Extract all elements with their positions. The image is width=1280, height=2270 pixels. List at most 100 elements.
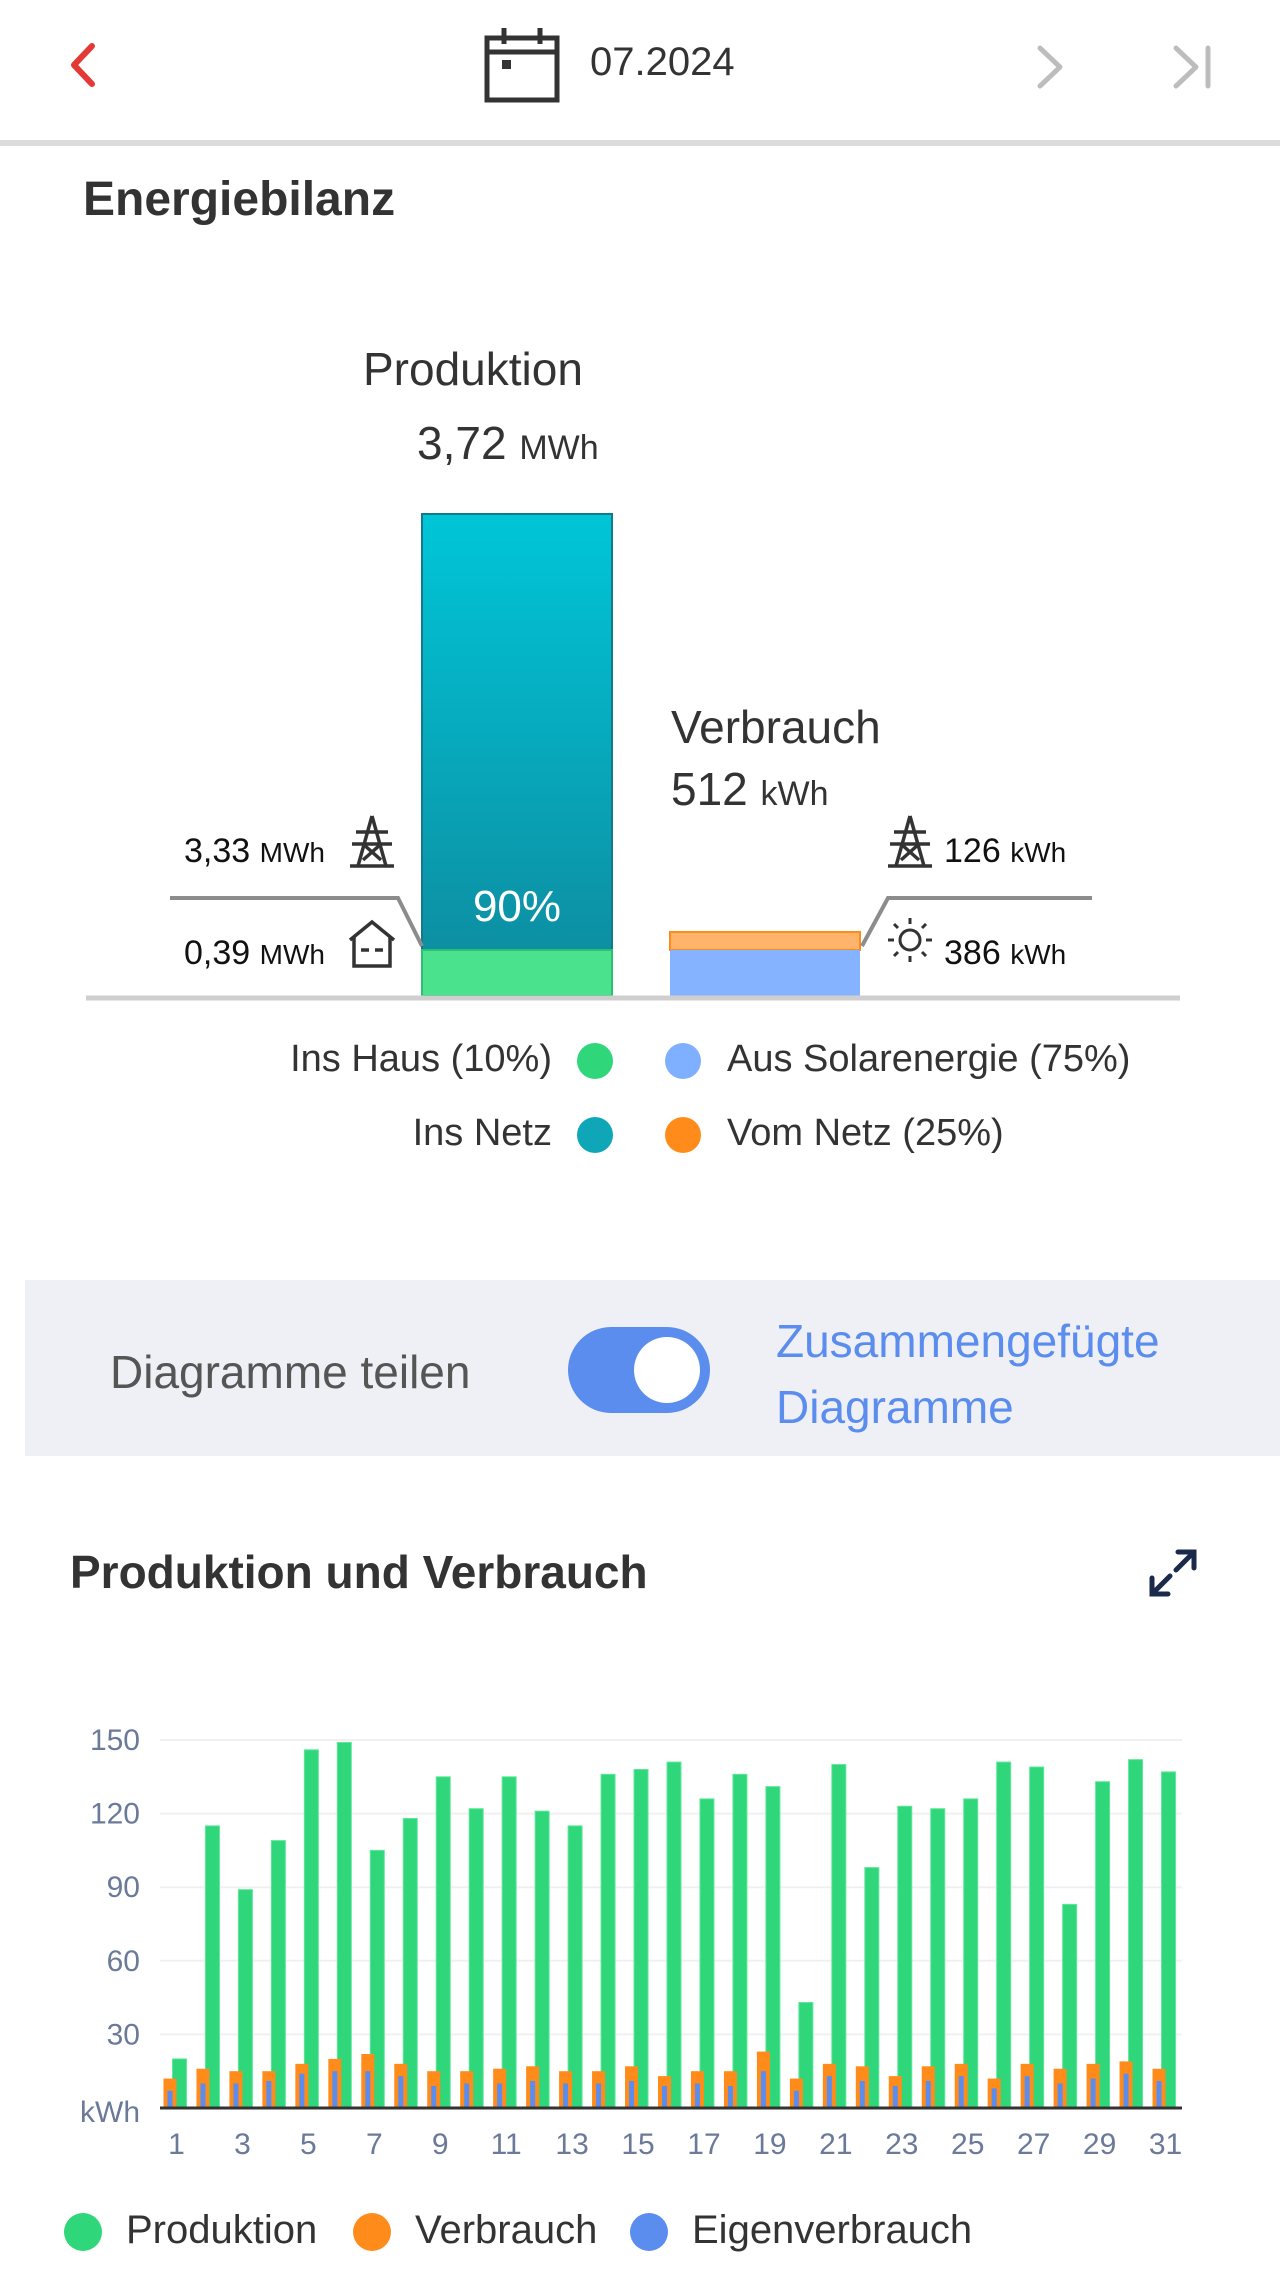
bar-eigenverbrauch: [694, 2083, 700, 2108]
bar-produktion: [204, 1825, 220, 2109]
from-grid-unit: kWh: [1010, 837, 1067, 868]
bar-eigenverbrauch: [760, 2071, 766, 2108]
expand-icon[interactable]: [1146, 1546, 1200, 1600]
bar-produktion: [1128, 1759, 1144, 2109]
consumption-unit: kWh: [760, 775, 829, 813]
x-tick-label: 1: [168, 2128, 185, 2161]
production-value: 3,72 MWh: [417, 416, 599, 470]
bar-produktion: [699, 1798, 715, 2109]
grid-feed-number: 3,33: [184, 832, 251, 870]
x-tick-label: 3: [234, 2128, 251, 2161]
x-tick-label: 25: [951, 2128, 984, 2161]
bar-eigenverbrauch: [497, 2083, 503, 2108]
bar-eigenverbrauch: [200, 2083, 206, 2108]
x-tick-label: 7: [366, 2128, 383, 2161]
toggle-knob: [634, 1337, 700, 1403]
bar-produktion: [435, 1776, 451, 2109]
bar-produktion: [303, 1749, 319, 2109]
legend-dot-eigenverbrauch: [630, 2213, 668, 2251]
x-tick-label: 5: [300, 2128, 317, 2161]
house-use-unit: MWh: [259, 939, 325, 970]
bar-eigenverbrauch: [629, 2081, 635, 2108]
next-chevron-icon[interactable]: [1032, 44, 1068, 90]
legend-dot-produktion: [64, 2213, 102, 2251]
production-percent-label: 90%: [472, 882, 562, 931]
bar-eigenverbrauch: [464, 2083, 470, 2108]
from-solar-value: 386 kWh: [944, 934, 1066, 973]
bar-eigenverbrauch: [662, 2085, 667, 2108]
right-connector-line: [860, 896, 1092, 947]
house-use-value: 0,39 MWh: [184, 934, 325, 973]
bar-eigenverbrauch: [233, 2083, 239, 2108]
bar-eigenverbrauch: [958, 2076, 964, 2108]
x-tick-label: 27: [1017, 2128, 1050, 2161]
top-bar: 07.2024: [0, 0, 1280, 146]
legend-dot-aus-solar: [665, 1043, 701, 1079]
bar-eigenverbrauch: [1057, 2083, 1063, 2108]
bar-produktion: [501, 1776, 517, 2109]
bar-eigenverbrauch: [563, 2083, 569, 2108]
legend-produktion: Produktion: [126, 2208, 318, 2252]
bar-produktion: [567, 1825, 583, 2109]
consumption-label: Verbrauch: [671, 701, 881, 753]
energy-balance-title: Energiebilanz: [83, 173, 396, 226]
bar-eigenverbrauch: [530, 2081, 536, 2108]
bar-eigenverbrauch: [365, 2071, 371, 2108]
x-tick-label: 13: [555, 2128, 588, 2161]
legend-eigenverbrauch: Eigenverbrauch: [692, 2208, 973, 2252]
back-chevron-icon[interactable]: [64, 40, 104, 90]
legend-ins-haus: Ins Haus (10%): [290, 1038, 552, 1080]
bar-produktion: [336, 1741, 352, 2109]
power-tower-icon: [888, 815, 932, 868]
bar-eigenverbrauch: [727, 2085, 733, 2108]
bar-eigenverbrauch: [266, 2081, 272, 2108]
production-number: 3,72: [417, 417, 507, 469]
bar-produktion: [1095, 1781, 1111, 2109]
house-use-number: 0,39: [184, 934, 251, 972]
bar-produktion: [468, 1808, 484, 2109]
bar-eigenverbrauch: [1090, 2078, 1096, 2108]
bar-eigenverbrauch: [892, 2085, 898, 2108]
y-tick-label: 60: [107, 1945, 140, 1978]
merged-diagrams-label[interactable]: Zusammengefügte Diagramme: [776, 1308, 1160, 1440]
legend-aus-solar: Aus Solarenergie (75%): [727, 1038, 1131, 1080]
chart-title: Produktion und Verbrauch: [70, 1546, 648, 1598]
y-tick-label: 120: [90, 1798, 140, 1831]
y-axis-unit-label: kWh: [80, 2096, 140, 2129]
production-unit: MWh: [519, 429, 599, 467]
split-diagrams-label: Diagramme teilen: [110, 1346, 471, 1398]
production-house-bar: [421, 949, 613, 997]
left-connector-line: [170, 896, 424, 947]
x-tick-label: 23: [885, 2128, 918, 2161]
legend-verbrauch: Verbrauch: [415, 2208, 598, 2252]
consumption-solar-bar: [670, 950, 860, 996]
bar-produktion: [1161, 1771, 1177, 2109]
bar-produktion: [963, 1798, 979, 2109]
consumption-number: 512: [671, 763, 748, 815]
production-grid-bar: [421, 513, 613, 951]
legend-dot-vom-netz: [665, 1117, 701, 1153]
bar-produktion: [732, 1773, 748, 2109]
from-solar-number: 386: [944, 934, 1001, 972]
consumption-value: 512 kWh: [671, 762, 829, 816]
bar-eigenverbrauch: [1123, 2073, 1129, 2108]
legend-vom-netz: Vom Netz (25%): [727, 1112, 1004, 1154]
bar-eigenverbrauch: [1024, 2076, 1030, 2108]
sun-icon: [888, 918, 932, 962]
bar-produktion: [996, 1761, 1012, 2109]
bar-eigenverbrauch: [596, 2083, 602, 2108]
bar-eigenverbrauch: [991, 2088, 997, 2108]
last-chevron-icon[interactable]: [1170, 44, 1216, 90]
bar-eigenverbrauch: [925, 2081, 931, 2108]
house-icon: [348, 919, 396, 968]
x-tick-label: 21: [819, 2128, 852, 2161]
bar-eigenverbrauch: [826, 2076, 832, 2108]
x-tick-label: 15: [621, 2128, 654, 2161]
selected-month[interactable]: 07.2024: [590, 40, 735, 84]
production-label: Produktion: [363, 343, 583, 395]
split-toggle[interactable]: [568, 1327, 710, 1413]
bar-produktion: [600, 1773, 616, 2109]
calendar-icon[interactable]: [482, 26, 562, 104]
x-tick-label: 31: [1149, 2128, 1182, 2161]
